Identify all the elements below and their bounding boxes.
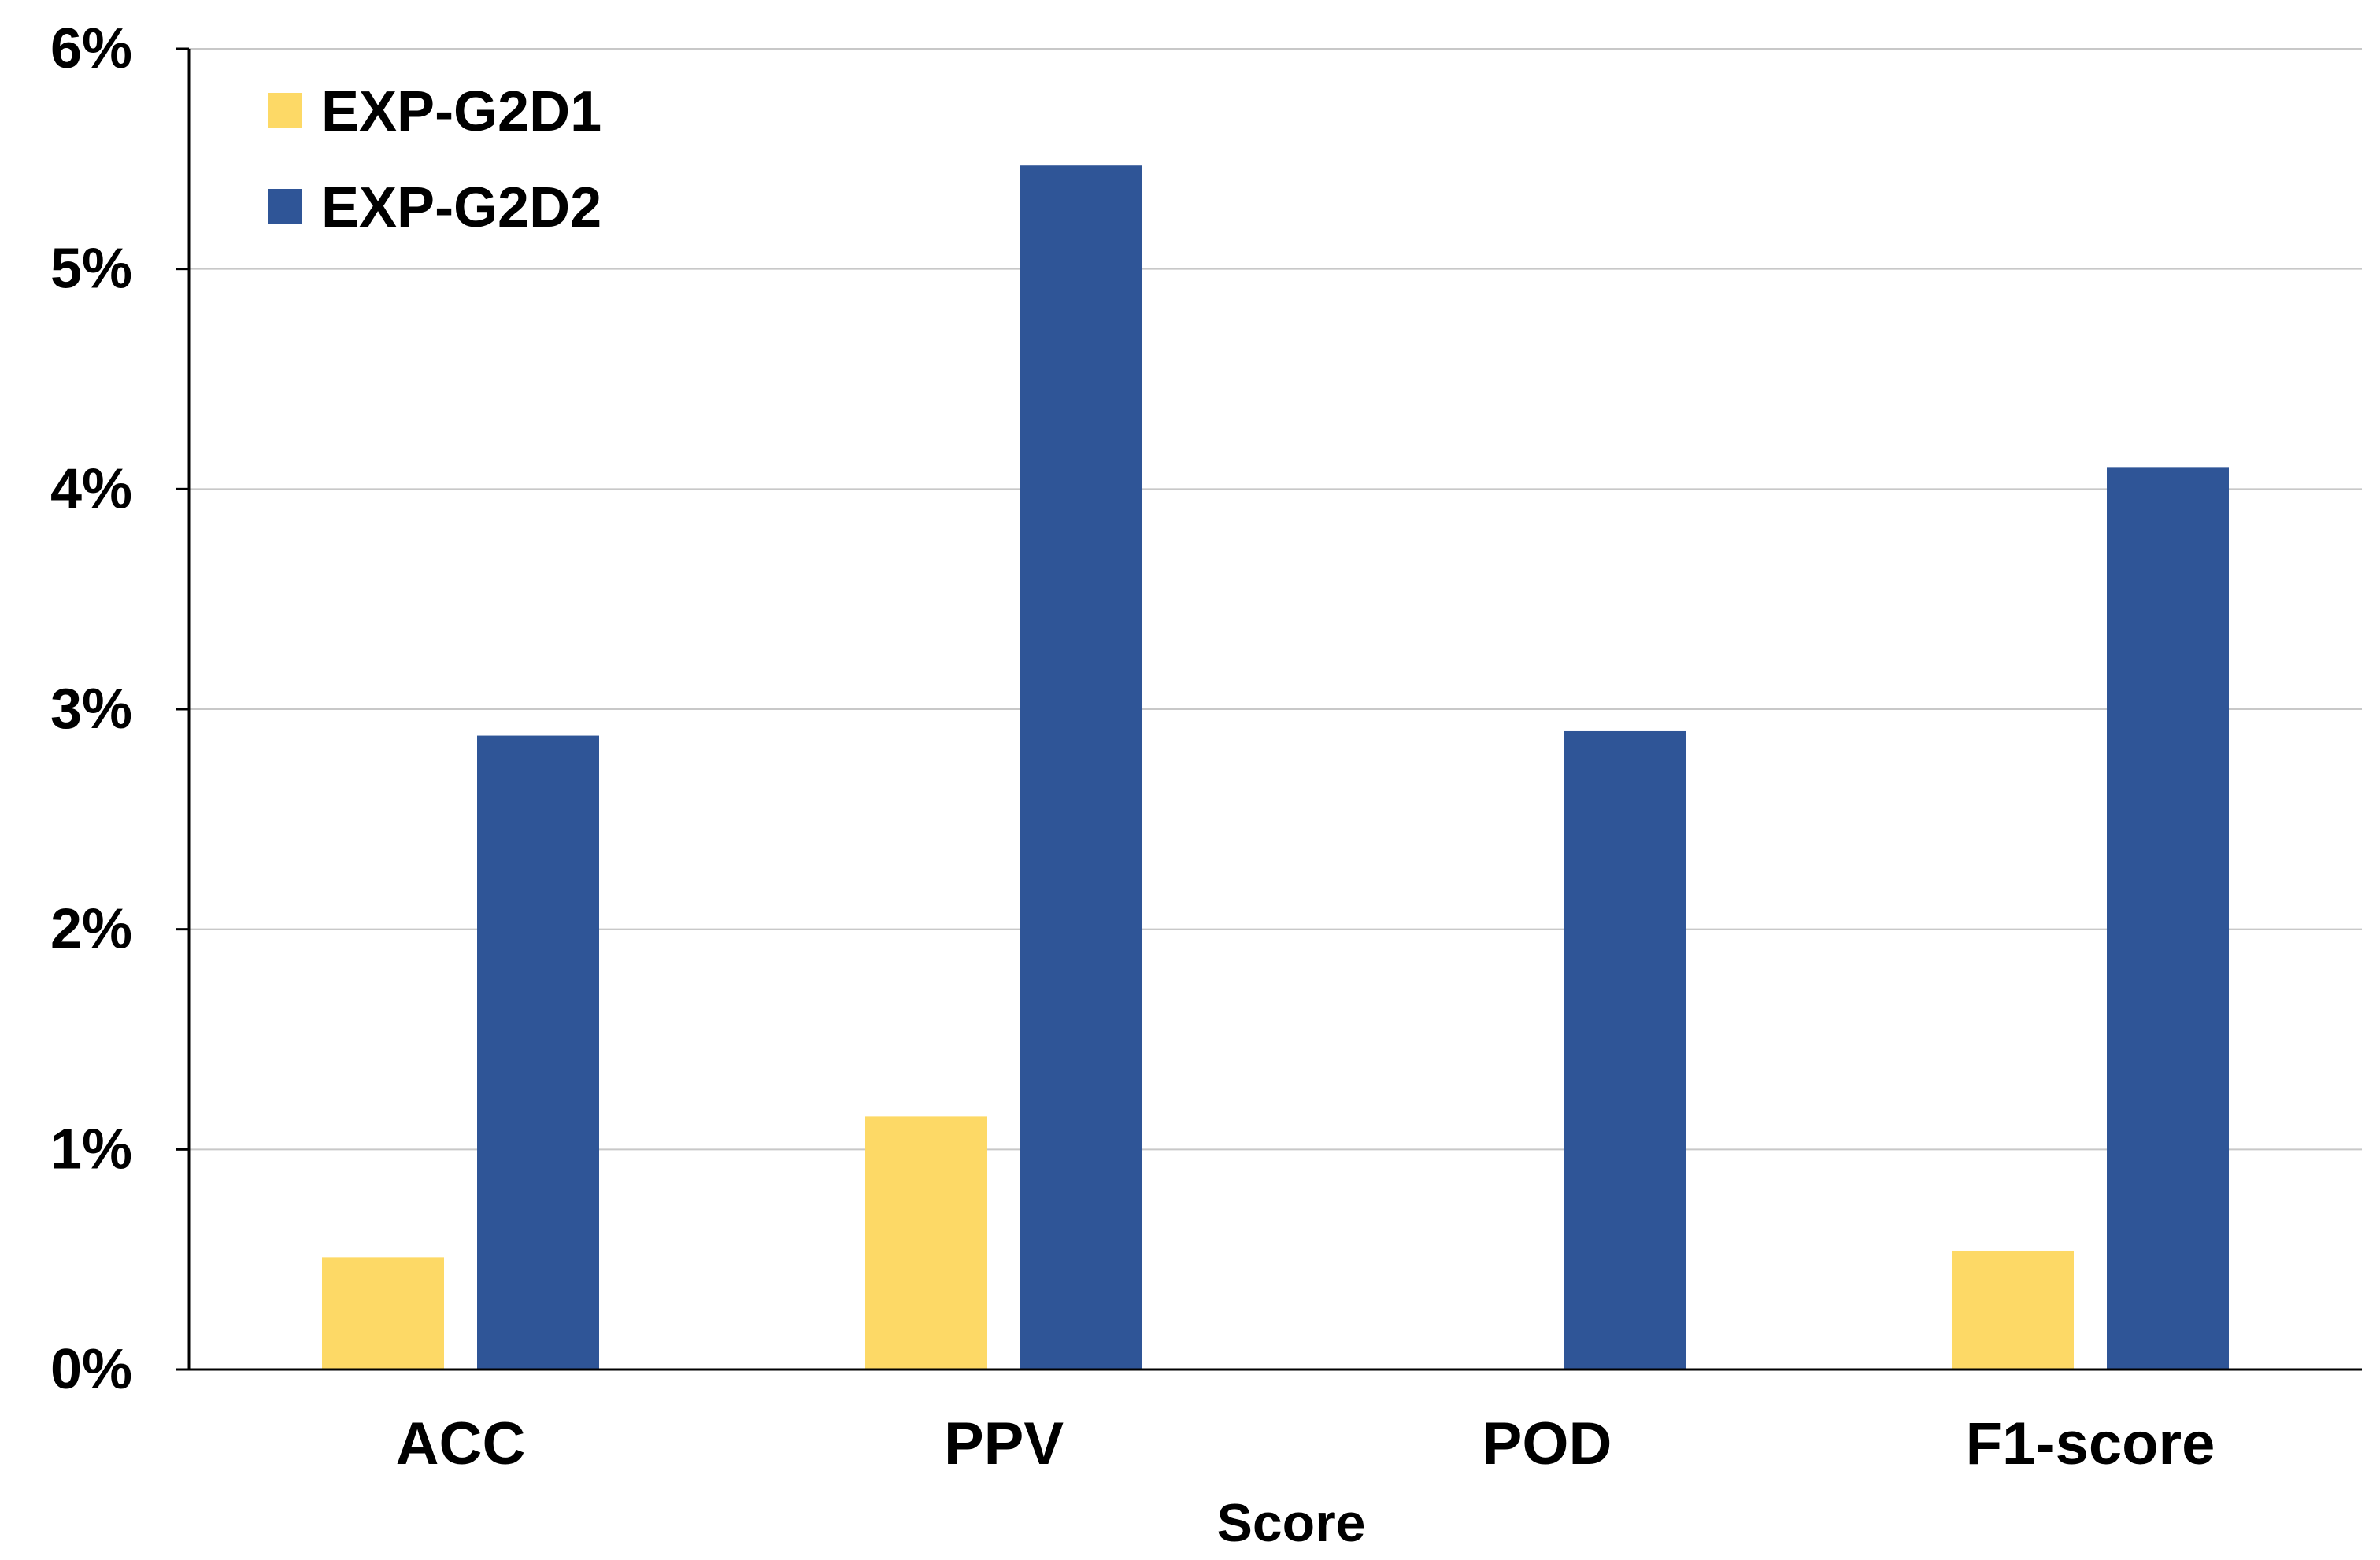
y-tick-label-2: 2% xyxy=(50,898,132,961)
legend: EXP-G2D1 EXP-G2D2 xyxy=(268,80,601,239)
x-tick-labels: ACC PPV POD F1-score xyxy=(396,1410,2215,1477)
x-tick-label-0: ACC xyxy=(396,1410,526,1477)
legend-label-exp-g2d1: EXP-G2D1 xyxy=(321,80,601,143)
y-tick-label-6: 6% xyxy=(50,17,132,80)
y-tick-label-3: 3% xyxy=(50,678,132,741)
legend-swatch-exp-g2d2 xyxy=(268,189,302,224)
bars xyxy=(322,165,2229,1370)
legend-label-exp-g2d2: EXP-G2D2 xyxy=(321,176,601,239)
bar-exp-g2d1-f1-score xyxy=(1952,1250,2074,1370)
x-tick-label-3: F1-score xyxy=(1966,1410,2215,1477)
y-tick-label-0: 0% xyxy=(50,1338,132,1401)
x-tick-label-2: POD xyxy=(1482,1410,1612,1477)
x-axis-title: Score xyxy=(1217,1493,1366,1553)
legend-swatch-exp-g2d1 xyxy=(268,93,302,128)
y-ticks: 0% 1% 2% 3% 4% 5% 6% xyxy=(50,17,189,1401)
bar-exp-g2d1-ppv xyxy=(865,1116,987,1370)
y-tick-label-1: 1% xyxy=(50,1118,132,1181)
bar-exp-g2d2-f1-score xyxy=(2107,467,2229,1370)
bar-exp-g2d1-acc xyxy=(322,1257,444,1370)
y-tick-label-4: 4% xyxy=(50,457,132,520)
y-tick-label-5: 5% xyxy=(50,238,132,301)
bar-exp-g2d2-pod xyxy=(1564,730,1686,1370)
bar-exp-g2d2-ppv xyxy=(1020,165,1142,1370)
x-tick-label-1: PPV xyxy=(944,1410,1064,1477)
bar-exp-g2d2-acc xyxy=(477,735,599,1370)
